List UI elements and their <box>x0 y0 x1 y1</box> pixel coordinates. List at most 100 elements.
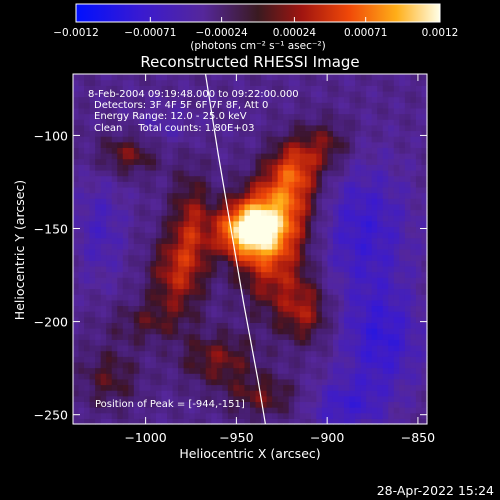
heatmap-cell <box>349 271 356 278</box>
heatmap-cell <box>272 384 279 391</box>
heatmap-cell <box>404 328 412 335</box>
heatmap-cell <box>327 175 334 182</box>
heatmap-cell <box>89 113 96 120</box>
heatmap-cell <box>332 232 340 239</box>
heatmap-cell <box>250 90 257 98</box>
heatmap-cell <box>305 237 312 244</box>
heatmap-cell <box>205 418 212 425</box>
heatmap-cell <box>178 232 185 239</box>
heatmap-cell <box>183 192 190 199</box>
heatmap-cell <box>73 90 80 98</box>
heatmap-cell <box>244 164 251 171</box>
heatmap-cell <box>238 107 246 115</box>
heatmap-cell <box>421 384 428 391</box>
heatmap-cell <box>421 395 428 403</box>
heatmap-cell <box>111 395 118 403</box>
heatmap-cell <box>255 169 262 177</box>
heatmap-cell <box>238 339 246 346</box>
heatmap-cell <box>106 294 113 301</box>
heatmap-cell <box>321 254 329 261</box>
heatmap-cell <box>178 226 185 233</box>
heatmap-cell <box>122 198 129 205</box>
heatmap-cell <box>89 378 96 386</box>
heatmap-cell <box>189 390 196 397</box>
heatmap-cell <box>382 288 389 295</box>
heatmap-cell <box>321 271 329 278</box>
heatmap-cell <box>144 288 152 295</box>
heatmap-cell <box>415 243 423 250</box>
heatmap-cell <box>106 401 113 408</box>
heatmap-cell <box>272 237 279 244</box>
heatmap-cell <box>167 271 174 278</box>
heatmap-cell <box>172 243 179 250</box>
heatmap-cell <box>250 186 257 194</box>
heatmap-cell <box>332 305 340 312</box>
heatmap-cell <box>178 367 185 374</box>
heatmap-cell <box>421 294 428 301</box>
heatmap-cell <box>316 130 323 137</box>
heatmap-cell <box>327 350 334 357</box>
heatmap-cell <box>283 90 290 98</box>
heatmap-cell <box>355 158 362 165</box>
heatmap-cell <box>172 294 179 301</box>
heatmap-cell <box>250 311 257 318</box>
heatmap-cell <box>310 344 317 352</box>
heatmap-cell <box>244 130 251 137</box>
heatmap-cell <box>338 395 345 403</box>
heatmap-cell <box>344 367 351 374</box>
heatmap-cell <box>95 322 102 329</box>
heatmap-cell <box>305 198 312 205</box>
heatmap-cell <box>261 203 268 211</box>
heatmap-cell <box>95 237 102 244</box>
heatmap-cell <box>321 79 329 86</box>
heatmap-cell <box>327 209 334 216</box>
heatmap-cell <box>100 288 107 295</box>
heatmap-cell <box>305 350 312 357</box>
heatmap-cell <box>78 102 85 109</box>
heatmap-cell <box>73 237 80 244</box>
heatmap-cell <box>316 147 323 154</box>
heatmap-cell <box>78 90 85 98</box>
heatmap-cell <box>150 192 157 199</box>
heatmap-cell <box>78 288 85 295</box>
heatmap-cell <box>382 333 389 340</box>
heatmap-cell <box>338 175 345 182</box>
heatmap-cell <box>261 265 268 273</box>
heatmap-cell <box>377 203 384 211</box>
heatmap-cell <box>283 254 290 261</box>
heatmap-cell <box>277 237 284 244</box>
heatmap-cell <box>310 322 317 329</box>
heatmap-cell <box>128 322 135 329</box>
heatmap-cell <box>155 395 163 403</box>
heatmap-cell <box>349 367 356 374</box>
heatmap-cell <box>294 136 301 143</box>
heatmap-cell <box>388 412 395 419</box>
heatmap-cell <box>78 305 85 312</box>
heatmap-cell <box>377 215 384 222</box>
heatmap-cell <box>355 203 362 211</box>
heatmap-cell <box>338 384 345 391</box>
heatmap-cell <box>211 418 218 425</box>
heatmap-cell <box>294 282 301 290</box>
heatmap-cell <box>172 412 179 419</box>
heatmap-cell <box>133 294 140 301</box>
heatmap-cell <box>205 249 212 256</box>
heatmap-cell <box>100 316 107 323</box>
heatmap-cell <box>255 243 262 250</box>
heatmap-cell <box>255 356 262 363</box>
heatmap-cell <box>332 153 340 160</box>
heatmap-cell <box>189 350 196 357</box>
heatmap-cell <box>205 311 212 318</box>
heatmap-cell <box>344 299 351 307</box>
heatmap-cell <box>288 102 295 109</box>
heatmap-cell <box>388 311 395 318</box>
heatmap-cell <box>294 96 301 103</box>
heatmap-cell <box>205 299 212 307</box>
heatmap-cell <box>73 412 80 419</box>
heatmap-cell <box>233 215 240 222</box>
heatmap-cell <box>189 378 196 386</box>
heatmap-cell <box>338 412 345 419</box>
heatmap-cell <box>244 141 251 148</box>
heatmap-cell <box>266 85 273 92</box>
heatmap-cell <box>332 356 340 363</box>
